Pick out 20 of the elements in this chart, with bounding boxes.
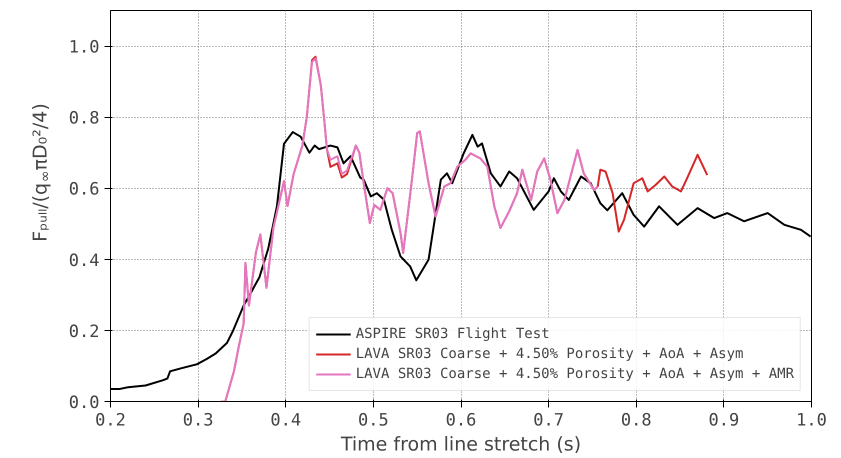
y-tick-label: 1.0	[68, 38, 100, 58]
y-tick-label: 0.2	[68, 322, 100, 342]
x-tick-label: 0.4	[270, 410, 302, 430]
x-tick-label: 0.6	[446, 410, 476, 430]
x-tick-label: 1.0	[796, 410, 827, 430]
legend-label: LAVA SR03 Coarse + 4.50% Porosity + AoA + Asym + AMR	[356, 365, 794, 383]
x-tick-label: 0.8	[620, 410, 652, 430]
x-tick-label: 0.2	[95, 410, 126, 430]
y-tick-label: 0.6	[68, 180, 100, 200]
legend-label: LAVA SR03 Coarse + 4.50% Porosity + AoA + Asym	[356, 345, 744, 363]
x-axis-title: Time from line stretch (s)	[340, 434, 582, 456]
legend-label: ASPIRE SR03 Flight Test	[356, 325, 550, 343]
x-tick-label: 0.7	[533, 410, 564, 430]
x-tick-label: 0.9	[708, 410, 740, 430]
x-tick-label: 0.3	[182, 410, 214, 430]
y-tick-label: 0.4	[68, 250, 100, 271]
x-tick-label: 0.5	[358, 410, 389, 430]
y-tick-label: 0.8	[68, 108, 100, 129]
y-axis-title: Fₚᵤₗₗ/(q∞πD₀²/4)	[30, 103, 54, 242]
y-tick-label: 0.0	[68, 393, 100, 413]
